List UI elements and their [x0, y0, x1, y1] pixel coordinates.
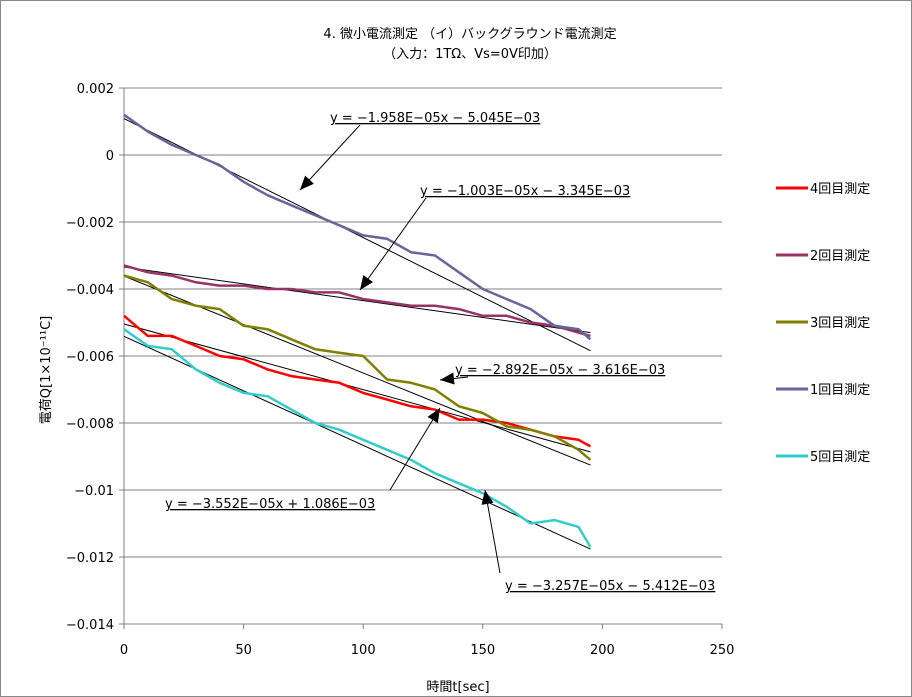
series-line-4	[123, 113, 592, 341]
annotation-arrow-2	[359, 197, 427, 291]
series-lines	[123, 113, 592, 548]
annotation-arrow-4	[389, 407, 441, 491]
y-tick-label-4: −0.006	[66, 350, 114, 365]
y-tick-label-1: 0	[106, 149, 114, 164]
y-tick-label-3: −0.004	[66, 283, 114, 298]
series-line-2	[123, 264, 591, 338]
trendline-equation-2: y = −1.003E−05x − 3.345E−03	[420, 184, 630, 199]
y-tick-label-2: −0.002	[66, 216, 114, 231]
x-tick-label-4: 200	[590, 643, 615, 658]
trendline-equation-1: y = −1.958E−05x − 5.045E−03	[330, 111, 540, 126]
y-tick-label-7: −0.012	[66, 551, 114, 566]
trendline-1	[123, 323, 591, 453]
legend-label-5: 5回目測定	[810, 450, 870, 465]
trendline-2	[123, 266, 591, 334]
legend-label-4: 1回目測定	[810, 383, 870, 398]
annotation-arrow-1	[299, 124, 361, 191]
x-tick-label-5: 250	[710, 643, 735, 658]
x-axis-label: 時間t[sec]	[426, 680, 489, 695]
annotation-arrowhead-3	[440, 372, 455, 385]
legend-label-2: 2回目測定	[810, 249, 870, 264]
series-line-3	[123, 274, 592, 461]
chart-title: 4. 微小電流測定 （イ）バックグラウンド電流測定	[323, 27, 616, 42]
series-line-5	[123, 328, 592, 548]
trendline-equation-3: y = −2.892E−05x − 3.616E−03	[455, 363, 665, 378]
x-tick-label-2: 100	[351, 643, 376, 658]
trendline-equation-5: y = −3.257E−05x − 5.412E−03	[505, 579, 715, 594]
annotation-arrow-5	[484, 489, 501, 574]
chart-subtitle: （入力：1TΩ、Vs=0V印加）	[383, 47, 557, 62]
y-tick-label-8: −0.014	[66, 618, 114, 633]
annotation-arrowhead-5	[481, 490, 494, 505]
annotation-arrowhead-4	[427, 408, 440, 424]
annotation-arrowhead-2	[360, 275, 374, 290]
legend-label-1: 4回目測定	[810, 182, 870, 197]
annotation-arrowhead-1	[300, 175, 314, 190]
trendline-equation-4: y = −3.552E−05x + 1.086E−03	[165, 497, 375, 512]
trendline-annotations: y = −1.958E−05x − 5.045E−03 y = −1.003E−0…	[165, 111, 715, 594]
y-axis-label: 電荷Q[1×10⁻¹¹C]	[39, 316, 54, 424]
tick-labels: 0.002 0 −0.002 −0.004 −0.006 −0.008 −0.01 −0.01…	[66, 82, 735, 658]
y-tick-label-5: −0.008	[66, 417, 114, 432]
y-tick-label-0: 0.002	[77, 82, 114, 97]
x-tick-label-0: 0	[120, 643, 128, 658]
legend-label-3: 3回目測定	[810, 316, 870, 331]
x-tick-label-1: 50	[235, 643, 252, 658]
x-tick-label-3: 150	[470, 643, 495, 658]
y-tick-label-6: −0.01	[74, 484, 114, 499]
legend: 4回目測定 2回目測定 3回目測定 1回目測定 5回目測定	[776, 182, 870, 465]
